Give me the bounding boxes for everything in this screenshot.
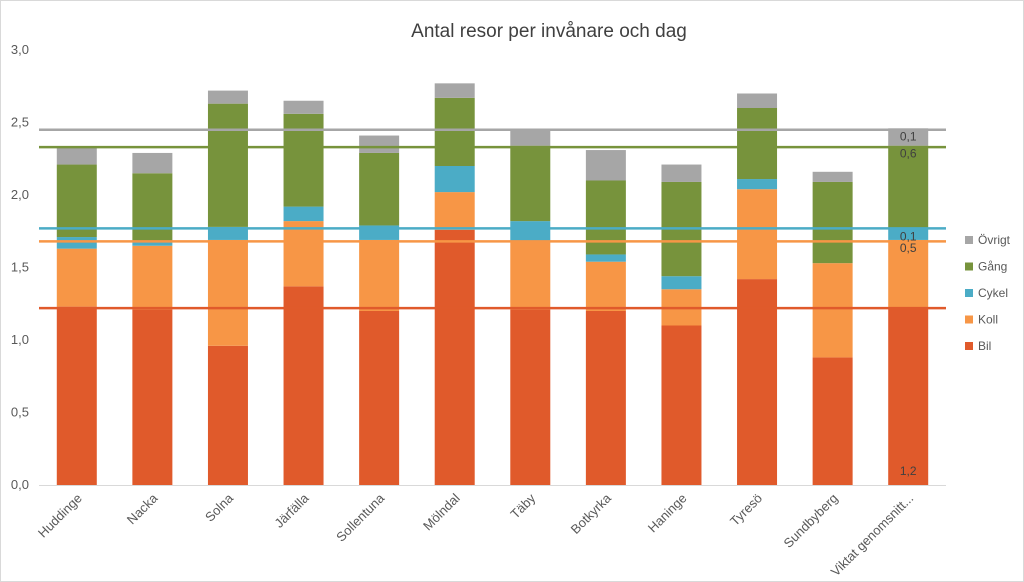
bar-segment-cykel: [888, 228, 929, 240]
bar-segment-ovrigt: [585, 150, 626, 181]
bar-segment-koll: [132, 245, 173, 310]
bar-segment-cykel: [585, 254, 626, 262]
bar-segment-bil: [661, 325, 702, 485]
bar-segment-gang: [737, 108, 778, 180]
x-category-label: Tyresö: [727, 491, 765, 529]
y-tick-label: 2,0: [11, 187, 29, 202]
bar-segment-cykel: [132, 241, 173, 246]
legend-label-cykel: Cykel: [978, 286, 1008, 300]
data-label-koll: 0,5: [900, 241, 917, 255]
bar-segment-ovrigt: [207, 90, 248, 104]
data-label-ovrigt: 0,1: [900, 129, 917, 143]
bar-segment-ovrigt: [132, 152, 173, 174]
bar-segment-gang: [812, 181, 853, 264]
data-label-cykel: 0,1: [900, 229, 917, 243]
bar-segment-koll: [283, 221, 324, 287]
x-category-label: Järfälla: [271, 490, 312, 531]
bar-segment-koll: [56, 248, 97, 307]
bar-segment-koll: [585, 261, 626, 311]
bar-segment-koll: [888, 239, 929, 309]
bar-segment-koll: [812, 263, 853, 358]
bar-segment-koll: [207, 239, 248, 346]
x-category-label: Haninge: [645, 491, 690, 536]
bar-segment-ovrigt: [434, 83, 475, 98]
bar-segment-gang: [132, 173, 173, 242]
bar-segment-koll: [359, 239, 400, 311]
x-category-label: Mölndal: [420, 490, 463, 533]
x-category-label: Sundbyberg: [781, 491, 841, 551]
legend-label-gang: Gång: [978, 260, 1007, 274]
reference-lines: [39, 128, 946, 310]
x-category-label: Viktat genomsnitt...: [828, 491, 917, 580]
bar-segment-gang: [56, 164, 97, 238]
bar-segment-cykel: [56, 237, 97, 249]
bar-segment-gang: [359, 152, 400, 226]
y-tick-label: 1,0: [11, 332, 29, 347]
x-category-label: Täby: [507, 490, 538, 521]
y-tick-label: 0,0: [11, 477, 29, 492]
bar-segment-bil: [56, 306, 97, 485]
bar-segment-cykel: [283, 206, 324, 222]
bar-segment-bil: [359, 311, 400, 485]
legend-swatch-cykel: [965, 289, 973, 297]
bar-segment-bil: [510, 309, 551, 485]
bar-segment-bil: [207, 345, 248, 485]
bar-segment-gang: [283, 113, 324, 207]
bar-segment-cykel: [737, 179, 778, 190]
bar-segment-ovrigt: [888, 128, 929, 146]
bar-segment-ovrigt: [56, 147, 97, 165]
legend-label-ovrigt: Övrigt: [978, 233, 1011, 247]
bar-segment-bil: [434, 229, 475, 485]
x-category-label: Sollentuna: [333, 490, 388, 545]
x-axis: Huddinge Nacka Solna Järfälla Sollentuna Möln…: [35, 485, 946, 580]
legend-label-koll: Koll: [978, 313, 998, 327]
x-category-label: Botkyrka: [568, 490, 615, 537]
bar-segment-cykel: [207, 226, 248, 240]
bar-segment-koll: [737, 189, 778, 280]
bar-segment-koll: [434, 192, 475, 230]
data-labels: 0,10,60,10,51,2: [900, 129, 917, 478]
legend-swatch-bil: [965, 342, 973, 350]
bar-segment-bil: [132, 309, 173, 485]
bar-segment-ovrigt: [737, 93, 778, 108]
legend-swatch-ovrigt: [965, 236, 973, 244]
bar-segment-cykel: [661, 276, 702, 290]
bars-group: [56, 83, 929, 485]
y-tick-label: 1,5: [11, 260, 29, 275]
x-category-label: Solna: [202, 490, 237, 525]
y-tick-label: 0,5: [11, 405, 29, 420]
y-tick-label: 2,5: [11, 115, 29, 130]
bar-segment-cykel: [510, 221, 551, 242]
x-category-label: Huddinge: [35, 491, 85, 541]
bar-segment-gang: [207, 103, 248, 227]
bar-segment-bil: [737, 279, 778, 485]
x-category-label: Nacka: [124, 490, 161, 527]
bar-segment-ovrigt: [812, 171, 853, 182]
chart-title: Antal resor per invånare och dag: [411, 21, 687, 42]
bar-segment-bil: [888, 308, 929, 485]
data-label-gang: 0,6: [900, 147, 917, 161]
bar-segment-ovrigt: [359, 135, 400, 153]
legend-swatch-koll: [965, 315, 973, 324]
legend-swatch-gang: [965, 262, 973, 271]
bar-segment-gang: [510, 145, 551, 222]
bar-segment-koll: [510, 241, 551, 310]
bar-segment-bil: [812, 357, 853, 485]
bar-segment-gang: [434, 97, 475, 166]
bar-segment-gang: [888, 145, 929, 229]
bar-segment-cykel: [434, 166, 475, 193]
legend: Övrigt Gång Cykel Koll Bil: [965, 233, 1011, 353]
bar-segment-gang: [585, 180, 626, 255]
y-axis: 0,0 0,5 1,0 1,5 2,0 2,5 3,0: [11, 42, 29, 492]
bar-segment-ovrigt: [661, 164, 702, 182]
bar-segment-bil: [585, 311, 626, 485]
legend-label-bil: Bil: [978, 339, 991, 353]
y-tick-label: 3,0: [11, 42, 29, 57]
bar-segment-bil: [283, 286, 324, 485]
bar-segment-ovrigt: [510, 129, 551, 146]
bar-segment-ovrigt: [283, 100, 324, 114]
data-label-bil: 1,2: [900, 464, 917, 478]
